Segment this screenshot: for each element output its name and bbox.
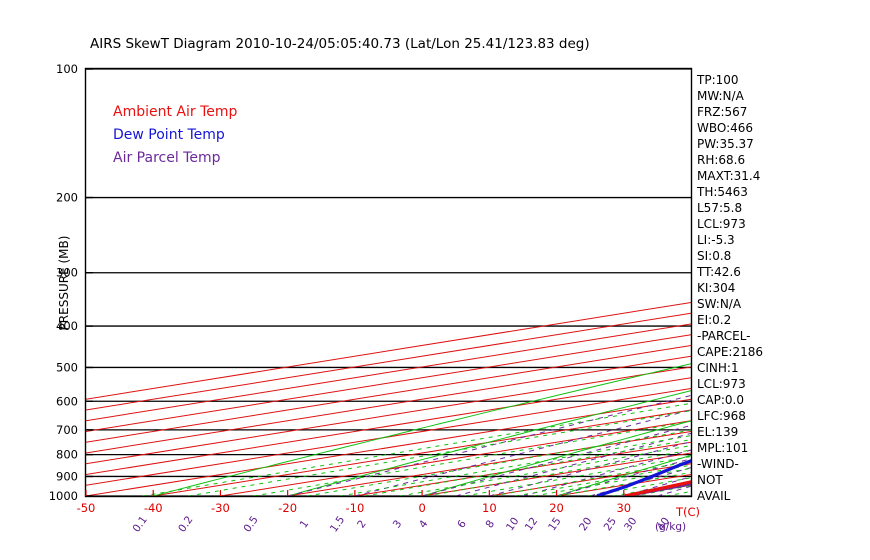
pressure-tick-label: 600 <box>56 394 78 408</box>
index-row: WBO:466 <box>697 121 753 135</box>
index-row: LFC:968 <box>697 409 746 423</box>
pressure-tick-label: 900 <box>56 469 78 483</box>
bottom-temp-tick-label: 30 <box>616 501 631 515</box>
pressure-tick-label: 400 <box>56 319 78 333</box>
index-row: CINH:1 <box>697 361 739 375</box>
index-row: RH:68.6 <box>697 153 745 167</box>
bottom-temp-tick-label: -50 <box>77 501 96 515</box>
pressure-tick-label: 800 <box>56 448 78 462</box>
pressure-tick-label: 300 <box>56 266 78 280</box>
index-row: LI:-5.3 <box>697 233 735 247</box>
index-row: SW:N/A <box>697 297 742 311</box>
page-title: AIRS SkewT Diagram 2010-10-24/05:05:40.7… <box>90 36 590 52</box>
index-row: KI:304 <box>697 281 735 295</box>
bottom-temperature-axis: -50 -40 -30 -20 -10 0 10 20 30 <box>77 490 631 515</box>
index-row: TT:42.6 <box>696 265 741 279</box>
pressure-tick-label: 200 <box>56 191 78 205</box>
sounding-curves <box>596 459 691 496</box>
pressure-tick-label: 1000 <box>49 489 78 503</box>
index-row: -PARCEL- <box>697 329 751 343</box>
x-axis-label-mixing: (g/kg) <box>655 521 686 533</box>
index-row: LCL:973 <box>697 217 746 231</box>
index-row: CAP:0.0 <box>697 393 744 407</box>
pressure-tick-label: 700 <box>56 423 78 437</box>
index-row: MW:N/A <box>697 89 745 103</box>
y-axis-label: PRESSURE (MB) <box>57 236 71 331</box>
indices-panel: TP:100 MW:N/A FRZ:567 WBO:466 PW:35.37 RH:68.… <box>696 73 763 503</box>
legend-item-0: Ambient Air Temp <box>113 104 238 120</box>
index-row: L57:5.8 <box>697 201 742 215</box>
x-axis-label-temp: T(C) <box>675 505 700 519</box>
index-row: MPL:101 <box>697 441 748 455</box>
index-row: CAPE:2186 <box>697 345 763 359</box>
bottom-temp-tick-label: 0 <box>418 501 425 515</box>
curve-legend: Ambient Air Temp Dew Point Temp Air Parcel… <box>113 104 238 166</box>
pressure-tick-label: 500 <box>56 360 78 374</box>
legend-item-2: Air Parcel Temp <box>113 150 221 166</box>
bottom-temp-tick-label: -10 <box>345 501 364 515</box>
plot-frame <box>84 67 693 498</box>
index-row: -WIND- <box>697 457 739 471</box>
background-grid <box>86 69 691 496</box>
index-row: EL:139 <box>697 425 738 439</box>
bottom-temp-tick-label: 10 <box>482 501 497 515</box>
index-row: FRZ:567 <box>697 105 747 119</box>
index-row: PW:35.37 <box>697 137 754 151</box>
bottom-temp-tick-label: -40 <box>144 501 163 515</box>
legend-item-1: Dew Point Temp <box>113 127 225 143</box>
index-row: TH:5463 <box>696 185 748 199</box>
index-row: LCL:973 <box>697 377 746 391</box>
bottom-temp-tick-label: -20 <box>278 501 297 515</box>
bottom-temp-tick-label: 20 <box>549 501 564 515</box>
index-row: NOT <box>697 473 723 487</box>
bottom-temp-tick-label: -30 <box>211 501 230 515</box>
index-row: MAXT:31.4 <box>697 169 760 183</box>
index-row: AVAIL <box>697 489 731 503</box>
index-row: SI:0.8 <box>697 249 731 263</box>
index-row: TP:100 <box>696 73 739 87</box>
pressure-tick-label: 100 <box>56 62 78 76</box>
index-row: EI:0.2 <box>697 313 731 327</box>
pressure-axis: 100 200 300 400 500 600 700 800 900 1000 <box>49 62 93 503</box>
